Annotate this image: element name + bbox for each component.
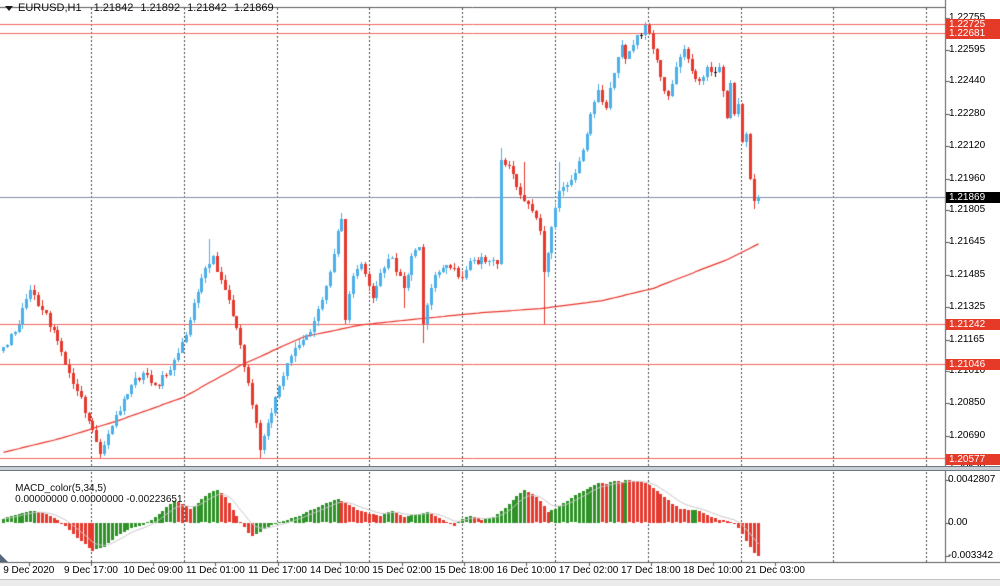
price-tick-label: 1.21645 xyxy=(949,236,986,248)
window-bottom-edge xyxy=(0,579,1000,586)
macd-axis-label: 0.00 xyxy=(948,516,968,528)
time-axis-label: 10 Dec 09:00 xyxy=(123,565,183,576)
price-tick-label: 1.21165 xyxy=(949,333,985,345)
time-axis-label: 18 Dec 10:00 xyxy=(683,565,743,576)
time-axis-label: 15 Dec 02:00 xyxy=(372,565,432,576)
symbol-label: EURUSD,H1 xyxy=(18,1,82,14)
price-tick-label: 1.21010 xyxy=(949,364,986,376)
price-level-tag: 1.21046 xyxy=(946,358,1000,370)
time-axis-label: 21 Dec 03:00 xyxy=(745,565,805,576)
macd-axis-label: -0.003342 xyxy=(948,550,994,561)
symbol-dropdown-icon[interactable] xyxy=(5,5,13,11)
current-price-tag: 1.21869 xyxy=(946,192,1000,204)
price-tick-label: 1.21325 xyxy=(949,301,986,313)
time-axis-label: 11 Dec 17:00 xyxy=(248,565,307,576)
panel-resize-handle-icon[interactable] xyxy=(0,554,8,562)
macd-name: MACD_color(5,34,5) xyxy=(15,483,107,494)
panel-splitter[interactable] xyxy=(0,466,1000,471)
macd-axis-label: 0.0042807 xyxy=(948,474,996,485)
macd-indicator-label: MACD_color(5,34,5) 0.00000000 0.00000000… xyxy=(4,472,189,516)
time-axis-label: 9 Dec 17:00 xyxy=(64,565,118,576)
time-axis-label: 11 Dec 01:00 xyxy=(186,565,245,576)
price-tick-label: 1.20690 xyxy=(949,429,986,441)
time-axis-label: 17 Dec 02:00 xyxy=(558,565,619,576)
price-level-tag: 1.21242 xyxy=(946,318,1000,330)
price-tick-label: 1.22755 xyxy=(949,11,986,23)
price-tick-label: 1.22120 xyxy=(949,140,986,152)
chart-title: EURUSD,H1 1.21842 1.21892 1.21842 1.2186… xyxy=(4,1,281,14)
time-axis-label: 17 Dec 18:00 xyxy=(621,565,681,576)
quote-close: 1.21869 xyxy=(233,1,274,14)
quote-low: 1.21842 xyxy=(187,1,227,14)
quote-open: 1.21842 xyxy=(93,1,134,14)
time-axis-label: 9 Dec 2020 xyxy=(3,565,55,576)
price-tick-label: 1.22280 xyxy=(949,107,986,119)
macd-readout: 0.00000000 0.00000000 -0.00223651 xyxy=(15,494,183,505)
price-tick-label: 1.22595 xyxy=(949,44,986,56)
time-axis-label: 14 Dec 10:00 xyxy=(310,565,370,576)
price-tick-label: 1.21485 xyxy=(949,268,986,280)
price-tick-label: 1.20850 xyxy=(949,397,986,409)
quote-high: 1.21892 xyxy=(140,1,181,14)
price-level-tag: 1.20577 xyxy=(946,453,1000,465)
time-axis-label: 15 Dec 18:00 xyxy=(434,565,494,576)
price-level-tag: 1.22725 xyxy=(946,18,1000,30)
price-tick-label: 1.21960 xyxy=(949,172,986,184)
time-axis-label: 16 Dec 10:00 xyxy=(496,565,557,576)
price-level-tag: 1.22681 xyxy=(946,27,1000,39)
price-tick-label: 1.21805 xyxy=(949,203,986,215)
price-tick-label: 1.22440 xyxy=(949,75,986,87)
